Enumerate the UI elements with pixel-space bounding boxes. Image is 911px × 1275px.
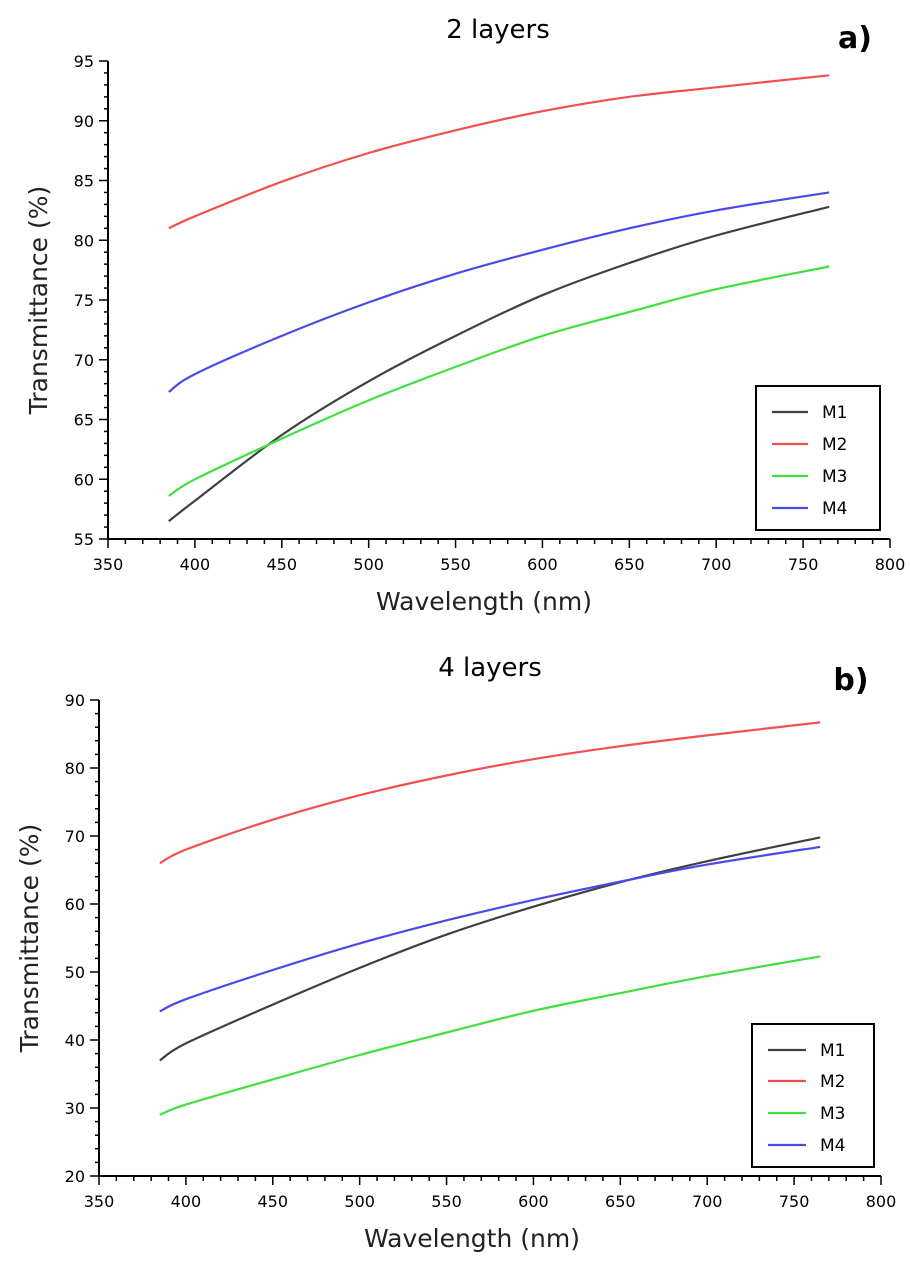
- x-axis-label: Wavelength (nm): [364, 1224, 580, 1253]
- y-tick-label: 70: [65, 827, 85, 846]
- x-tick-label: 650: [614, 555, 645, 574]
- chart-panel-a: 2 layers a) Wavelength (nm) Transmittanc…: [24, 15, 905, 616]
- legend: M1 M2 M3 M4: [751, 1023, 875, 1168]
- panel-label: b): [833, 663, 868, 698]
- y-tick-label: 60: [74, 470, 94, 489]
- y-tick-label: 95: [74, 52, 94, 71]
- series-line-m3: [159, 955, 821, 1116]
- x-tick-label: 750: [788, 555, 819, 574]
- y-tick-label: 50: [65, 963, 85, 982]
- x-tick-label: 750: [779, 1192, 810, 1211]
- y-tick-label: 55: [74, 530, 94, 549]
- x-tick-label: 500: [353, 555, 384, 574]
- x-tick-label: 700: [701, 555, 732, 574]
- legend-label-m4: M4: [822, 499, 847, 519]
- series-line-m4: [159, 845, 821, 1013]
- chart-panel-b: 4 layers b) Wavelength (nm) Transmittanc…: [15, 653, 896, 1253]
- series-line-m2: [168, 74, 830, 230]
- plot-lines: [159, 721, 821, 1116]
- x-tick-label: 350: [93, 555, 124, 574]
- y-tick-label: 70: [74, 351, 94, 370]
- y-tick-label: 40: [65, 1031, 85, 1050]
- axes: 55 60 65 70 75 80 85 90 95 350 400 450 500 550 600 650 7…: [74, 52, 906, 574]
- legend-box: [751, 1023, 875, 1168]
- series-line-m1: [159, 836, 821, 1062]
- x-tick-label: 600: [518, 1192, 549, 1211]
- y-tick-label: 85: [74, 172, 94, 191]
- series-line-m4: [168, 191, 830, 393]
- y-tick-label: 90: [65, 691, 85, 710]
- legend-label-m4: M4: [820, 1136, 845, 1156]
- chart-title: 4 layers: [438, 653, 542, 683]
- legend-label-m1: M1: [820, 1041, 845, 1061]
- axes: 20 30 40 50 60 70 80 90 350 400 450 500 550 600 650 700…: [65, 691, 897, 1211]
- x-tick-label: 350: [84, 1192, 115, 1211]
- plot-lines: [168, 74, 830, 522]
- x-tick-label: 500: [344, 1192, 375, 1211]
- y-tick-label: 80: [74, 231, 94, 250]
- x-tick-label: 450: [258, 1192, 289, 1211]
- legend-label-m2: M2: [820, 1072, 845, 1092]
- legend-box: [755, 385, 881, 531]
- x-tick-label: 800: [875, 555, 906, 574]
- y-tick-label: 80: [65, 759, 85, 778]
- x-tick-label: 400: [180, 555, 211, 574]
- x-tick-label: 700: [692, 1192, 723, 1211]
- legend-label-m3: M3: [820, 1104, 845, 1124]
- legend-label-m1: M1: [822, 403, 847, 423]
- x-axis-label: Wavelength (nm): [376, 587, 592, 616]
- chart-title: 2 layers: [446, 15, 550, 45]
- series-line-m1: [168, 205, 830, 522]
- x-tick-label: 800: [866, 1192, 897, 1211]
- y-axis-label: Transmittance (%): [24, 186, 53, 415]
- y-tick-label: 65: [74, 411, 94, 430]
- x-tick-label: 450: [267, 555, 298, 574]
- x-tick-label: 650: [605, 1192, 636, 1211]
- y-tick-label: 30: [65, 1099, 85, 1118]
- y-tick-label: 75: [74, 291, 94, 310]
- legend: M1 M2 M3 M4: [755, 385, 881, 531]
- y-axis-label: Transmittance (%): [15, 824, 44, 1053]
- y-tick-label: 90: [74, 112, 94, 131]
- y-tick-label: 20: [65, 1167, 85, 1186]
- series-line-m3: [168, 265, 830, 497]
- y-tick-label: 60: [65, 895, 85, 914]
- legend-label-m2: M2: [822, 435, 847, 455]
- x-tick-label: 550: [431, 1192, 462, 1211]
- series-line-m2: [159, 721, 821, 865]
- x-tick-label: 600: [527, 555, 558, 574]
- panel-label: a): [838, 21, 872, 56]
- legend-label-m3: M3: [822, 467, 847, 487]
- x-tick-label: 550: [440, 555, 471, 574]
- x-tick-label: 400: [171, 1192, 202, 1211]
